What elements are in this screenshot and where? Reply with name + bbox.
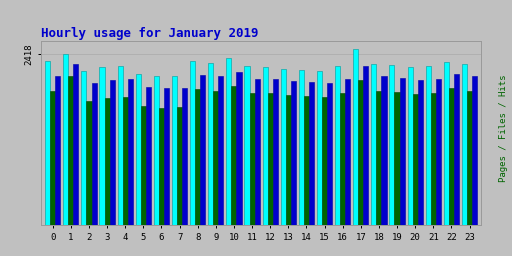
Bar [208,63,214,225]
Text: Hourly usage for January 2019: Hourly usage for January 2019 [41,27,259,40]
Bar [281,69,286,225]
Bar [237,72,242,225]
Bar [254,79,260,225]
Bar [200,75,205,225]
Bar [390,65,394,225]
Bar [182,88,187,225]
Bar [376,91,381,225]
Bar [299,70,304,225]
Bar [177,107,182,225]
Bar [364,67,369,225]
Bar [425,67,431,225]
Bar [190,61,195,225]
Bar [291,81,296,225]
Bar [286,95,291,225]
Bar [231,86,237,225]
Bar [327,83,332,225]
Bar [454,74,459,225]
Bar [263,67,268,225]
Bar [472,76,477,225]
Bar [87,101,92,225]
Bar [335,67,340,225]
Bar [99,67,104,225]
Bar [244,66,249,225]
Text: Pages / Files / Hits: Pages / Files / Hits [499,74,508,182]
Bar [218,76,223,225]
Bar [358,80,364,225]
Bar [268,93,273,225]
Bar [436,79,441,225]
Bar [226,58,231,225]
Bar [394,92,399,225]
Bar [118,66,123,225]
Bar [45,61,50,225]
Bar [104,98,110,225]
Bar [172,76,177,225]
Bar [381,76,387,225]
Bar [214,91,218,225]
Bar [444,61,449,225]
Bar [413,94,418,225]
Bar [322,97,327,225]
Bar [340,93,345,225]
Bar [431,93,436,225]
Bar [418,80,423,225]
Bar [462,64,467,225]
Bar [73,64,78,225]
Bar [136,74,141,225]
Bar [309,82,314,225]
Bar [68,76,73,225]
Bar [141,106,146,225]
Bar [304,96,309,225]
Bar [353,49,358,225]
Bar [55,76,60,225]
Bar [50,91,55,225]
Bar [273,79,278,225]
Bar [92,83,97,225]
Bar [164,89,169,225]
Bar [399,78,404,225]
Bar [345,79,350,225]
Bar [81,71,87,225]
Bar [128,79,133,225]
Bar [63,54,68,225]
Bar [317,71,322,225]
Bar [110,80,115,225]
Bar [159,108,164,225]
Bar [146,87,151,225]
Bar [371,64,376,225]
Bar [195,89,200,225]
Bar [467,91,472,225]
Bar [249,93,254,225]
Bar [449,89,454,225]
Bar [123,97,128,225]
Bar [154,76,159,225]
Bar [408,67,413,225]
